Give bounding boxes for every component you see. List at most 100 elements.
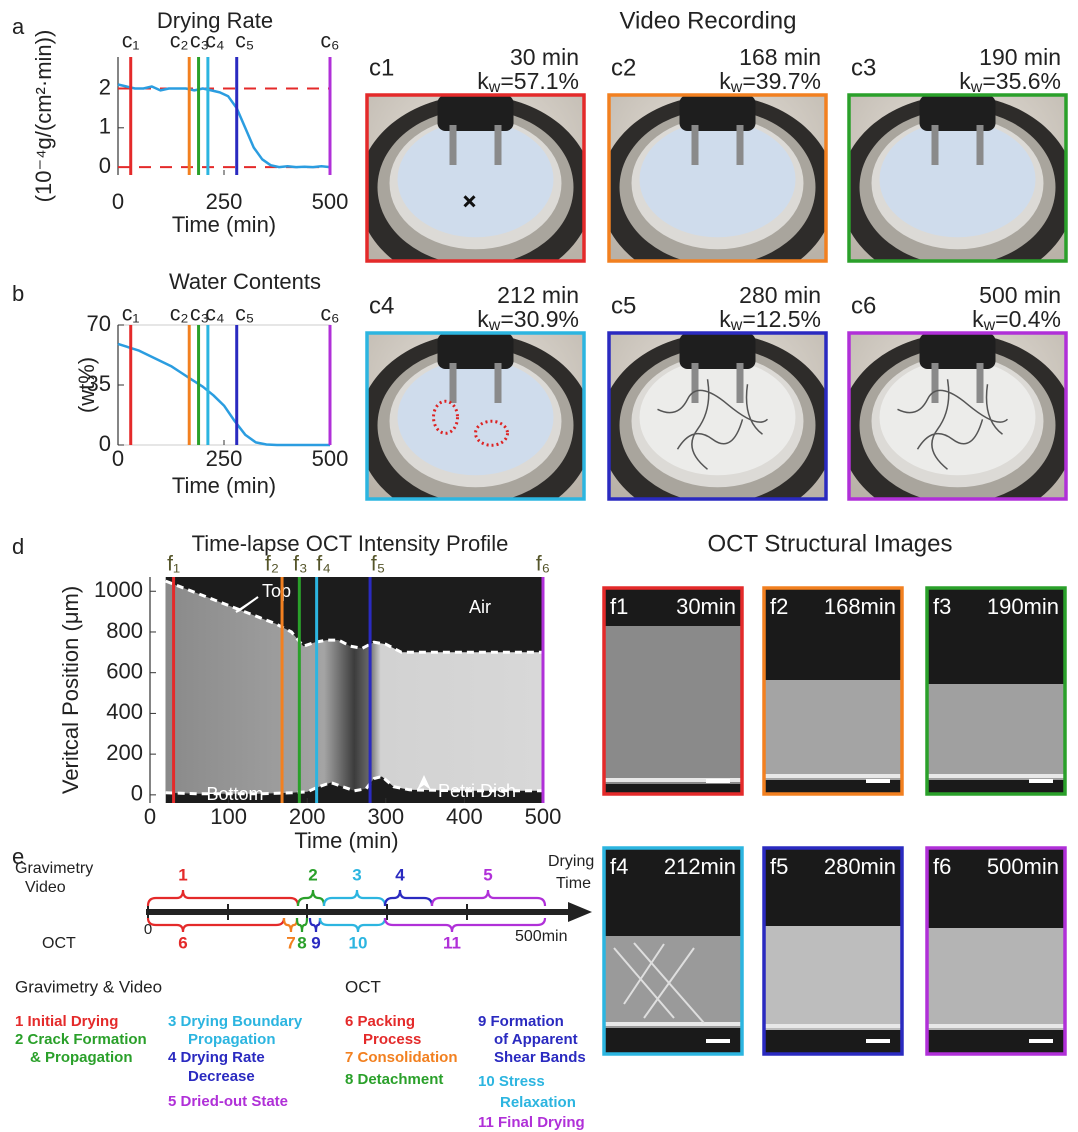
legend-text: Decrease bbox=[188, 1068, 255, 1085]
photo bbox=[358, 95, 594, 287]
photo bbox=[600, 95, 836, 287]
probe bbox=[932, 363, 939, 403]
brace bbox=[284, 918, 297, 932]
photo-content bbox=[358, 95, 594, 287]
probe bbox=[737, 125, 744, 165]
panel-label: f5 bbox=[770, 854, 788, 879]
x-tick-label: 250 bbox=[206, 189, 243, 214]
annotation: Air bbox=[469, 597, 491, 617]
holder bbox=[920, 333, 996, 369]
probe bbox=[977, 125, 984, 165]
chart-title: Water Contents bbox=[169, 269, 321, 294]
panel-label: f3 bbox=[933, 594, 951, 619]
probe bbox=[692, 125, 699, 165]
holder bbox=[438, 333, 514, 369]
panel-label: f1 bbox=[610, 594, 628, 619]
panel-time: 500 min bbox=[979, 282, 1061, 308]
timeline-label: Video bbox=[25, 879, 66, 896]
oct-layer bbox=[604, 936, 742, 1028]
scale-bar bbox=[1029, 1039, 1053, 1043]
oct-layer bbox=[764, 926, 902, 1030]
kw-symbol: k bbox=[959, 68, 971, 94]
panel-time: 168min bbox=[824, 594, 896, 619]
photo-content bbox=[600, 95, 836, 287]
x-tick-label: 0 bbox=[112, 189, 124, 214]
x-tick-label: 0 bbox=[144, 804, 156, 829]
y-tick-label: 0 bbox=[99, 431, 111, 456]
probe bbox=[495, 363, 502, 403]
plot-frame bbox=[118, 325, 330, 445]
brace bbox=[148, 890, 298, 906]
holder bbox=[438, 95, 514, 131]
timeline-label: Drying bbox=[548, 853, 594, 870]
brace bbox=[310, 918, 320, 932]
panel-time: 280 min bbox=[739, 282, 821, 308]
brace bbox=[320, 918, 385, 932]
figure: abdeDrying Rate0120250500Time (min)(10⁻⁴… bbox=[0, 0, 1078, 1132]
section-title: Video Recording bbox=[619, 7, 796, 34]
legend-text: 1 Initial Drying bbox=[15, 1013, 118, 1030]
x-axis-label: Time (min) bbox=[172, 212, 276, 237]
marker-label: f₅ bbox=[371, 553, 385, 576]
y-axis-label: Veritcal Position (μm) bbox=[58, 586, 83, 794]
brace-label: 7 bbox=[286, 933, 295, 952]
page: abdeDrying Rate0120250500Time (min)(10⁻⁴… bbox=[0, 0, 1078, 1132]
panel-time: 212 min bbox=[497, 282, 579, 308]
brace-label: 11 bbox=[443, 933, 461, 952]
brace-label: 1 bbox=[178, 865, 187, 884]
legend-text: & Propagation bbox=[30, 1049, 133, 1066]
marker-label: c₁ bbox=[122, 303, 140, 326]
panel-label: f2 bbox=[770, 594, 788, 619]
x-tick-label: 400 bbox=[446, 804, 483, 829]
x-tick-label: 500 bbox=[312, 189, 349, 214]
photo bbox=[600, 333, 836, 525]
marker-label: f₄ bbox=[316, 553, 330, 576]
kw-symbol: k bbox=[719, 68, 731, 94]
scale-bar bbox=[866, 779, 890, 783]
photo-content bbox=[840, 95, 1076, 287]
marker-label: f₆ bbox=[536, 553, 550, 576]
brace-label: 6 bbox=[178, 933, 187, 952]
legend-text: 6 Packing bbox=[345, 1013, 415, 1030]
dish-content bbox=[398, 121, 554, 237]
y-axis-label: (10⁻⁴g/(cm²·min)) bbox=[31, 30, 56, 203]
x-tick-label: 300 bbox=[367, 804, 404, 829]
panel-time: 280min bbox=[824, 854, 896, 879]
chart-title: Time-lapse OCT Intensity Profile bbox=[192, 531, 509, 556]
legend-text: 2 Crack Formation bbox=[15, 1031, 147, 1048]
probe bbox=[977, 363, 984, 403]
panel-letter: b bbox=[12, 281, 24, 306]
oct-surface bbox=[927, 774, 1065, 778]
marker-label: f₃ bbox=[293, 553, 307, 576]
timeline-label: Time bbox=[556, 875, 591, 892]
holder bbox=[680, 333, 756, 369]
x-axis-label: Time (min) bbox=[172, 473, 276, 498]
annotation: Petri Dish bbox=[438, 781, 516, 801]
photo bbox=[840, 95, 1076, 287]
holder bbox=[680, 95, 756, 131]
legend-text: Shear Bands bbox=[494, 1049, 586, 1066]
legend-text: 11 Final Drying bbox=[478, 1114, 585, 1131]
panel-time: 190min bbox=[987, 594, 1059, 619]
kw-label: kw=12.5% bbox=[719, 306, 821, 334]
brace-label: 4 bbox=[395, 865, 405, 884]
marker-label: c₄ bbox=[205, 30, 224, 53]
panel-label: c5 bbox=[611, 292, 636, 319]
x-tick-label: 200 bbox=[289, 804, 326, 829]
kw-value: =39.7% bbox=[742, 68, 821, 94]
kw-value: =35.6% bbox=[982, 68, 1061, 94]
brace-label: 9 bbox=[311, 933, 320, 952]
marker-label: c₅ bbox=[235, 30, 254, 53]
section-title: OCT Structural Images bbox=[708, 530, 953, 557]
photo bbox=[840, 333, 1076, 525]
panel-time: 212min bbox=[664, 854, 736, 879]
legend-text: 3 Drying Boundary bbox=[168, 1013, 303, 1030]
kw-subscript: w bbox=[488, 79, 501, 96]
panel-label: f6 bbox=[933, 854, 951, 879]
kw-label: kw=35.6% bbox=[959, 68, 1061, 96]
timeline-label: Gravimetry bbox=[15, 860, 93, 877]
y-tick-label: 400 bbox=[106, 699, 143, 724]
timeline-label: OCT bbox=[42, 935, 76, 952]
y-tick-label: 0 bbox=[131, 781, 143, 806]
y-tick-label: 600 bbox=[106, 659, 143, 684]
